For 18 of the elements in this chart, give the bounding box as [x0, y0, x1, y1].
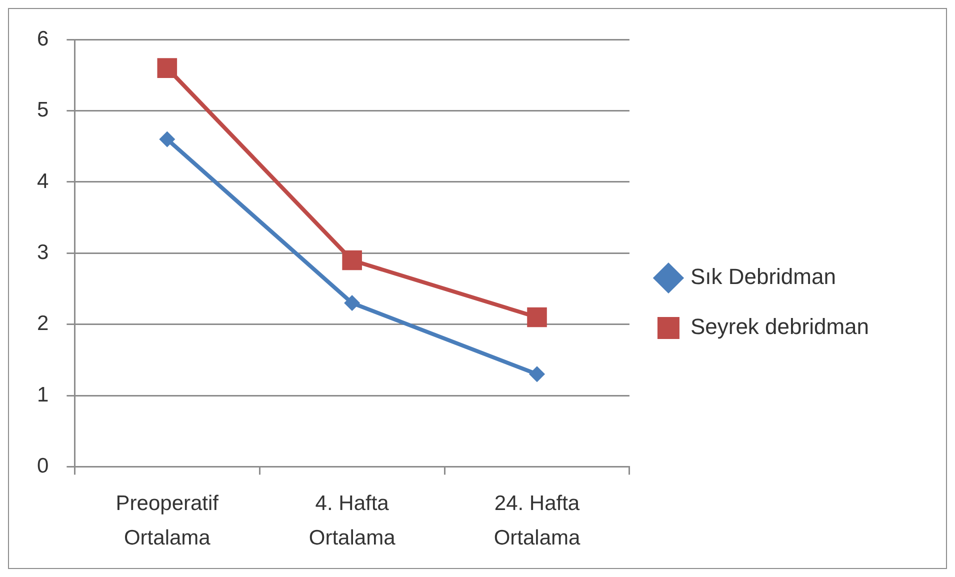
point [159, 131, 176, 148]
y-tick-label: 2 [36, 312, 49, 336]
point [342, 250, 362, 270]
point [527, 307, 547, 328]
point [529, 366, 545, 382]
x-tick-label: Preoperatif Ortalama [116, 492, 219, 550]
y-tick-label: 1 [36, 383, 49, 406]
x-tick-label: 24. Hafta Ortalama [494, 492, 580, 550]
point [157, 58, 178, 78]
legend-label: Sık Debridman [690, 264, 836, 290]
x-tick-label: 4. Hafta Ortalama [308, 492, 396, 550]
y-tick-label: 0 [36, 454, 49, 478]
y-tick-label: 4 [36, 170, 49, 193]
y-tick-label: 5 [36, 98, 49, 122]
y-tick-label: 6 [36, 27, 49, 50]
y-tick-label: 3 [36, 240, 49, 264]
legend-label: Seyrek debridman [690, 314, 870, 340]
point [344, 294, 360, 311]
